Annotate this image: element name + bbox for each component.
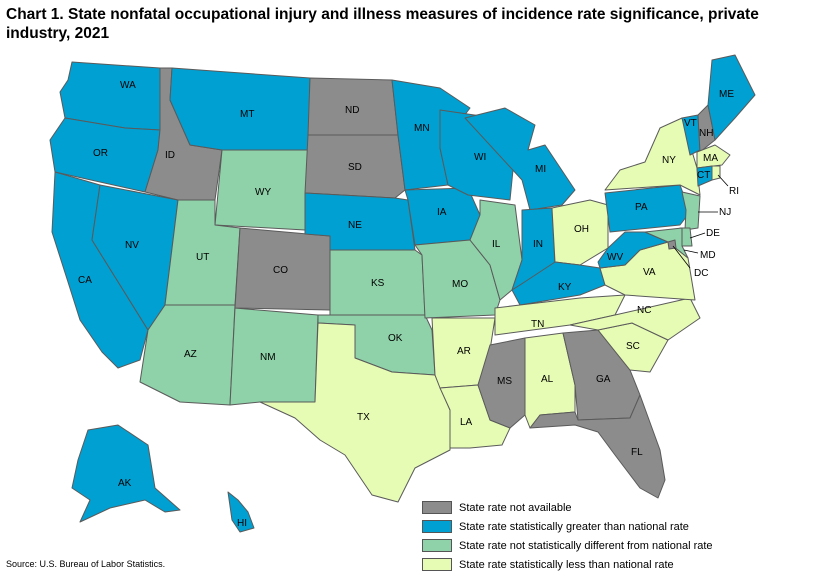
label-MD: MD	[700, 250, 716, 261]
label-IA: IA	[437, 207, 447, 218]
label-IN: IN	[533, 239, 543, 250]
state-NC[interactable]	[569, 297, 701, 341]
legend-label: State rate not available	[459, 501, 572, 514]
state-WV[interactable]	[597, 231, 669, 269]
label-NY: NY	[662, 155, 676, 166]
state-ME[interactable]	[707, 54, 756, 141]
map-legend: State rate not available State rate stat…	[422, 498, 713, 574]
label-MT: MT	[240, 109, 254, 120]
label-NH: NH	[699, 128, 713, 139]
state-TN[interactable]	[494, 294, 626, 336]
state-SD[interactable]	[304, 134, 406, 199]
leader-line-de	[689, 232, 706, 239]
leader-line-dc	[672, 245, 691, 269]
state-MI[interactable]	[464, 107, 576, 211]
label-AK: AK	[118, 478, 132, 489]
label-OK: OK	[388, 333, 403, 344]
leader-line-ri	[717, 174, 729, 187]
label-NJ: NJ	[719, 207, 731, 218]
label-IL: IL	[492, 239, 501, 250]
label-KS: KS	[371, 278, 385, 289]
label-CO: CO	[273, 265, 288, 276]
legend-label: State rate statistically greater than na…	[459, 520, 689, 533]
label-AZ: AZ	[184, 349, 197, 360]
legend-label: State rate not statistically different f…	[459, 539, 713, 552]
legend-item-greater: State rate statistically greater than na…	[422, 517, 713, 536]
label-OR: OR	[93, 148, 108, 159]
legend-swatch	[422, 558, 452, 571]
label-NE: NE	[348, 220, 362, 231]
legend-item-not-available: State rate not available	[422, 498, 713, 517]
label-NC: NC	[637, 305, 651, 316]
legend-item-less: State rate statistically less than natio…	[422, 555, 713, 574]
label-UT: UT	[196, 252, 209, 263]
leader-line-md	[683, 249, 699, 254]
label-VA: VA	[643, 267, 656, 278]
label-LA: LA	[460, 417, 473, 428]
legend-swatch	[422, 520, 452, 533]
label-WA: WA	[120, 80, 136, 91]
label-FL: FL	[631, 447, 643, 458]
label-DE: DE	[706, 228, 720, 239]
label-AL: AL	[541, 374, 554, 385]
state-MD[interactable]	[644, 227, 689, 259]
state-MA[interactable]	[696, 144, 731, 169]
label-SD: SD	[348, 162, 362, 173]
label-MS: MS	[497, 376, 512, 387]
legend-label: State rate statistically less than natio…	[459, 558, 674, 571]
state-AK[interactable]	[71, 424, 181, 523]
label-CA: CA	[78, 275, 92, 286]
label-MA: MA	[703, 153, 718, 164]
legend-swatch	[422, 539, 452, 552]
label-MI: MI	[535, 164, 546, 175]
label-MN: MN	[414, 123, 430, 134]
state-DC[interactable]	[667, 239, 677, 250]
label-VT: VT	[684, 118, 697, 129]
label-WI: WI	[474, 152, 486, 163]
label-SC: SC	[626, 341, 640, 352]
label-OH: OH	[574, 224, 589, 235]
label-ID: ID	[165, 150, 175, 161]
label-HI: HI	[237, 518, 247, 529]
label-NM: NM	[260, 352, 276, 363]
chart-title: Chart 1. State nonfatal occupational inj…	[6, 6, 759, 42]
state-FL[interactable]	[529, 394, 666, 499]
label-KY: KY	[558, 282, 572, 293]
state-TX[interactable]	[259, 322, 451, 503]
label-CT: CT	[697, 170, 710, 181]
state-NJ[interactable]	[681, 191, 701, 231]
label-WY: WY	[255, 187, 271, 198]
label-GA: GA	[596, 374, 611, 385]
label-TX: TX	[357, 412, 370, 423]
state-RI[interactable]	[711, 165, 721, 181]
state-IL[interactable]	[469, 199, 523, 301]
state-HI[interactable]	[227, 491, 255, 533]
label-TN: TN	[531, 319, 544, 330]
legend-swatch	[422, 501, 452, 514]
label-AR: AR	[457, 346, 471, 357]
label-RI: RI	[729, 186, 739, 197]
label-WV: WV	[607, 252, 623, 263]
label-ME: ME	[719, 89, 734, 100]
legend-item-not-different: State rate not statistically different f…	[422, 536, 713, 555]
label-MO: MO	[452, 279, 468, 290]
label-NV: NV	[125, 240, 139, 251]
label-DC: DC	[694, 268, 708, 279]
label-ND: ND	[345, 105, 359, 116]
label-PA: PA	[635, 202, 648, 213]
source-note: Source: U.S. Bureau of Labor Statistics.	[6, 559, 166, 569]
